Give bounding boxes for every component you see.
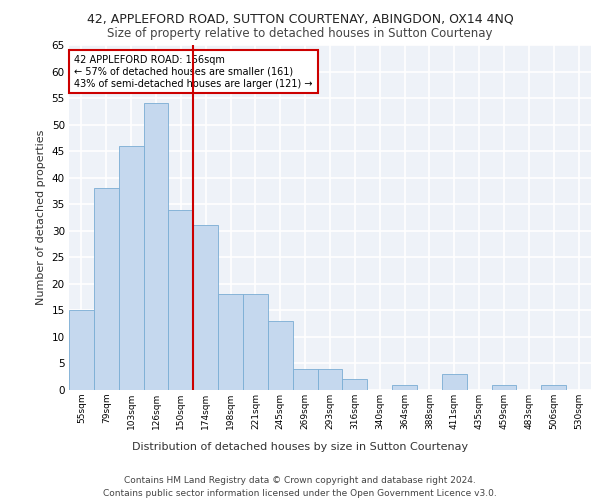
Text: Distribution of detached houses by size in Sutton Courtenay: Distribution of detached houses by size …: [132, 442, 468, 452]
Text: Contains HM Land Registry data © Crown copyright and database right 2024.
Contai: Contains HM Land Registry data © Crown c…: [103, 476, 497, 498]
Bar: [69, 310, 94, 390]
Bar: [491, 384, 517, 390]
Bar: [243, 294, 268, 390]
Bar: [94, 188, 119, 390]
Y-axis label: Number of detached properties: Number of detached properties: [36, 130, 46, 305]
Bar: [218, 294, 243, 390]
Bar: [193, 226, 218, 390]
Bar: [268, 321, 293, 390]
Bar: [293, 369, 317, 390]
Bar: [143, 104, 169, 390]
Text: Size of property relative to detached houses in Sutton Courtenay: Size of property relative to detached ho…: [107, 28, 493, 40]
Bar: [392, 384, 417, 390]
Bar: [169, 210, 193, 390]
Bar: [442, 374, 467, 390]
Bar: [343, 380, 367, 390]
Text: 42 APPLEFORD ROAD: 156sqm
← 57% of detached houses are smaller (161)
43% of semi: 42 APPLEFORD ROAD: 156sqm ← 57% of detac…: [74, 56, 313, 88]
Bar: [119, 146, 143, 390]
Bar: [317, 369, 343, 390]
Bar: [541, 384, 566, 390]
Text: 42, APPLEFORD ROAD, SUTTON COURTENAY, ABINGDON, OX14 4NQ: 42, APPLEFORD ROAD, SUTTON COURTENAY, AB…: [86, 12, 514, 26]
